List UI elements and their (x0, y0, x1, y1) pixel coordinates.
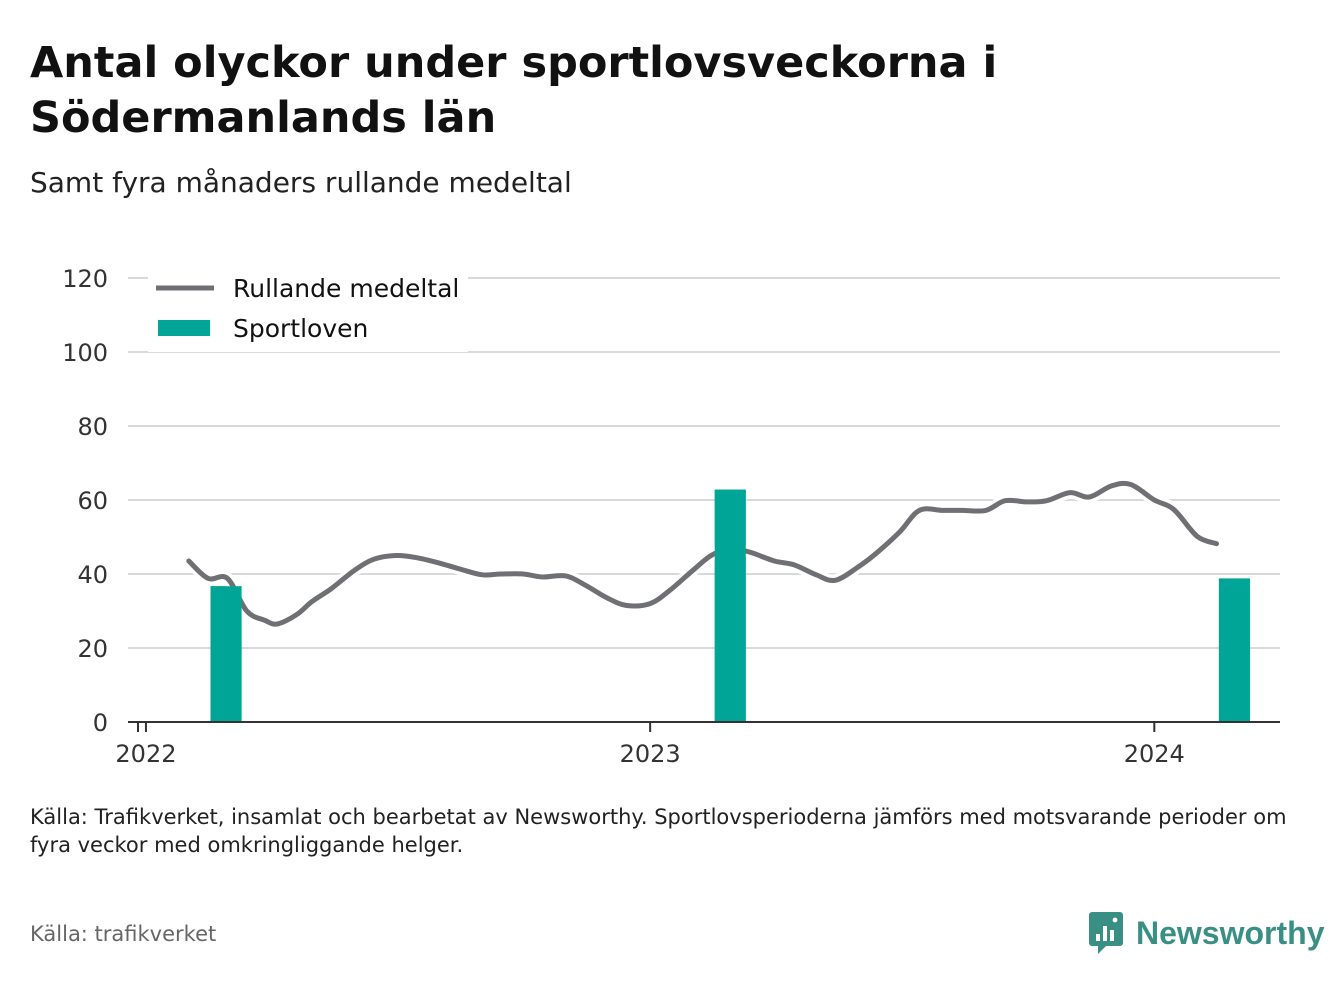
x-tick-label: 2024 (1124, 740, 1185, 768)
legend-label-rolling: Rullande medeltal (233, 274, 459, 303)
y-axis-ticks: 0 20 40 60 80 100 120 (62, 265, 108, 737)
rolling-average-line (186, 480, 1219, 627)
y-tick-label: 120 (62, 265, 108, 293)
rolling-average-line-group (184, 477, 1250, 722)
chart-canvas: 0 20 40 60 80 100 120 2022 2023 2024 Rullande me… (62, 262, 1280, 768)
sportlov-bar-overlay (714, 489, 746, 722)
brand-logo: Newsworthy (1088, 910, 1324, 956)
chart-bubble-icon (1089, 912, 1123, 954)
y-tick-label: 0 (93, 709, 108, 737)
x-tick-label: 2023 (620, 740, 681, 768)
y-tick-label: 100 (62, 339, 108, 367)
y-tick-label: 60 (77, 487, 108, 515)
rolling-average-halo (184, 477, 1219, 631)
y-tick-label: 40 (77, 561, 108, 589)
x-tick-label: 2022 (115, 740, 176, 768)
chart-subtitle: Samt fyra månaders rullande medeltal (30, 166, 572, 199)
legend: Rullande medeltal Sportloven (148, 262, 468, 352)
chart-caption: Källa: Trafikverket, insamlat och bearbe… (30, 805, 1287, 857)
chart-title: Antal olyckor under sportlovsveckorna i … (30, 38, 998, 143)
legend-label-sportloven: Sportloven (233, 314, 368, 343)
y-tick-label: 20 (77, 635, 108, 663)
legend-background (148, 262, 468, 352)
sportlov-bar-overlay (1218, 578, 1250, 722)
sportlov-bar-overlay (210, 586, 242, 722)
brand-name: Newsworthy (1136, 914, 1325, 951)
legend-bar-swatch (158, 320, 210, 336)
y-tick-label: 80 (77, 413, 108, 441)
x-axis: 2022 2023 2024 (115, 721, 1280, 768)
source-note: Källa: trafikverket (30, 922, 217, 946)
